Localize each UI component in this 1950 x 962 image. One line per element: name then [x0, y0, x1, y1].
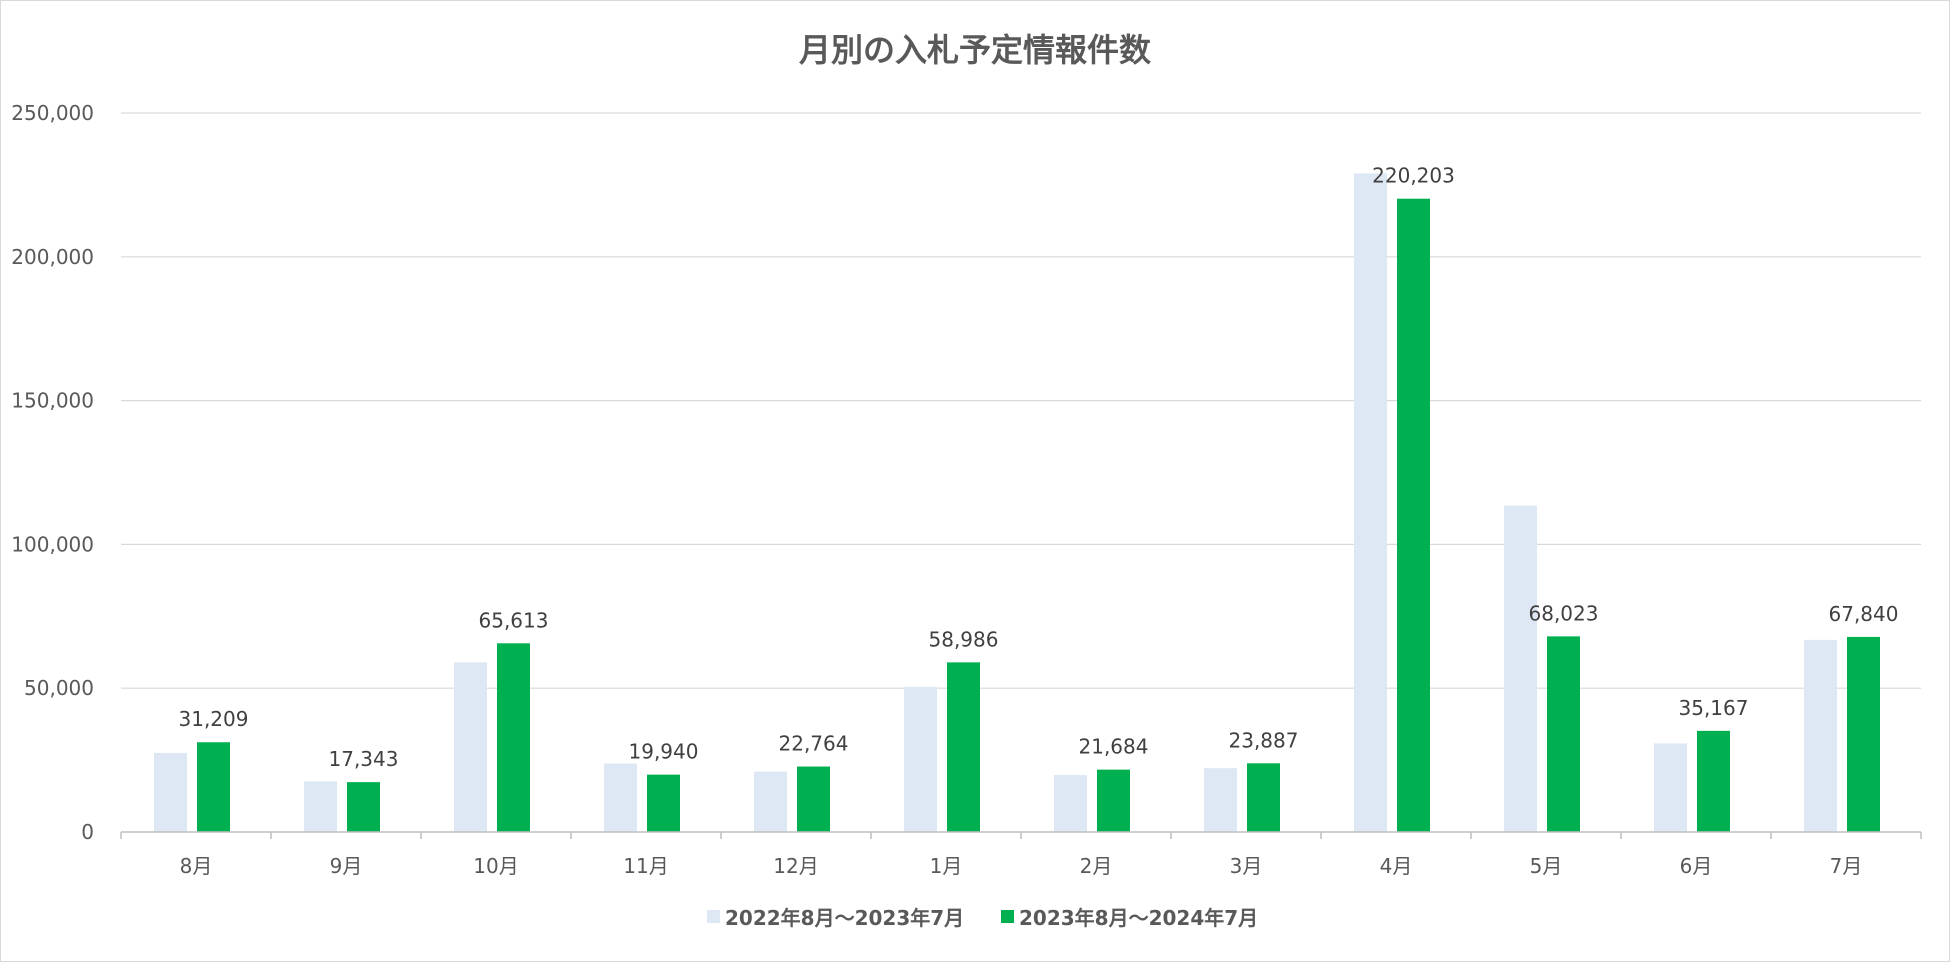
legend-label: 2022年8月～2023年7月 [725, 906, 964, 930]
data-label: 23,887 [1229, 728, 1299, 752]
x-tick-label: 8月 [180, 854, 213, 878]
legend-swatch [707, 910, 720, 923]
bar-series-1 [1504, 505, 1537, 832]
bar-series-1 [1804, 639, 1837, 832]
bar-series-2 [197, 742, 230, 832]
data-label: 17,343 [329, 747, 399, 771]
bar-series-2 [1847, 636, 1880, 832]
legend-label: 2023年8月～2024年7月 [1019, 906, 1258, 930]
bar-series-1 [154, 752, 187, 832]
bar-series-1 [1204, 768, 1237, 832]
data-label: 58,986 [929, 627, 999, 651]
data-label: 22,764 [779, 732, 849, 756]
bars [154, 173, 1880, 832]
x-tick-label: 7月 [1830, 854, 1863, 878]
x-tick-label: 3月 [1230, 854, 1263, 878]
x-tick-label: 2月 [1080, 854, 1113, 878]
bar-series-2 [947, 662, 980, 832]
bar-series-1 [304, 781, 337, 832]
bar-series-2 [1097, 769, 1130, 832]
bar-series-1 [754, 771, 787, 832]
bar-series-2 [1547, 636, 1580, 832]
x-tick-label: 11月 [623, 854, 668, 878]
data-label: 67,840 [1829, 602, 1899, 626]
x-tick-label: 5月 [1530, 854, 1563, 878]
y-axis: 0 50,000 100,000 150,000 200,000 250,000 [11, 101, 94, 844]
chart-title: 月別の入札予定情報件数 [799, 31, 1152, 69]
data-labels: 31,209 17,343 65,613 19,940 22,764 58,986 21,6… [179, 164, 1899, 771]
bar-series-1 [454, 662, 487, 832]
bar-series-2 [1697, 730, 1730, 832]
bar-series-2 [1247, 763, 1280, 832]
data-label: 220,203 [1372, 164, 1455, 188]
bar-series-2 [497, 643, 530, 832]
data-label: 35,167 [1679, 696, 1749, 720]
bar-series-1 [904, 686, 937, 832]
bar-series-2 [647, 774, 680, 832]
x-axis: 8月 9月 10月 11月 12月 1月 2月 3月 4月 5月 6月 7月 [120, 831, 1922, 878]
bar-series-2 [347, 782, 380, 832]
bar-series-1 [604, 763, 637, 832]
y-tick-label: 50,000 [24, 676, 94, 700]
x-tick-label: 1月 [930, 854, 963, 878]
bar-series-2 [1397, 198, 1430, 832]
bar-series-1 [1054, 775, 1087, 832]
bar-series-2 [797, 766, 830, 832]
data-label: 68,023 [1529, 601, 1599, 625]
y-tick-label: 150,000 [11, 389, 94, 413]
x-tick-label: 4月 [1380, 854, 1413, 878]
x-tick-label: 10月 [473, 854, 518, 878]
data-label: 21,684 [1079, 735, 1149, 759]
gridlines [121, 112, 1921, 689]
y-tick-label: 100,000 [11, 532, 94, 556]
x-tick-label: 6月 [1680, 854, 1713, 878]
bar-series-1 [1654, 743, 1687, 832]
y-tick-label: 250,000 [11, 101, 94, 125]
legend-swatch [1001, 910, 1014, 923]
data-label: 65,613 [479, 608, 549, 632]
x-tick-label: 9月 [330, 854, 363, 878]
y-tick-label: 0 [81, 820, 94, 844]
legend: 2022年8月～2023年7月 2023年8月～2024年7月 [707, 906, 1258, 930]
y-tick-label: 200,000 [11, 245, 94, 269]
x-tick-label: 12月 [773, 854, 818, 878]
data-label: 31,209 [179, 707, 249, 731]
data-label: 19,940 [629, 740, 699, 764]
bar-series-1 [1354, 173, 1387, 832]
